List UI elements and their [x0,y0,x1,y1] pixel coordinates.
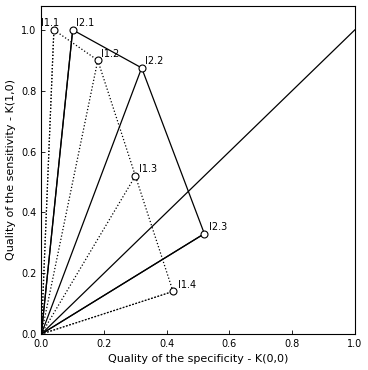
Text: I2.1: I2.1 [76,18,94,28]
Text: I1.4: I1.4 [178,280,196,290]
Y-axis label: Quality of the sensitivity - K(1,0): Quality of the sensitivity - K(1,0) [6,79,15,260]
Text: I1.1: I1.1 [41,18,60,28]
Text: I2.3: I2.3 [209,222,227,232]
Text: I1.3: I1.3 [138,164,157,174]
Text: I2.2: I2.2 [145,56,163,66]
X-axis label: Quality of the specificity - K(0,0): Quality of the specificity - K(0,0) [108,354,288,364]
Text: I1.2: I1.2 [101,49,119,59]
